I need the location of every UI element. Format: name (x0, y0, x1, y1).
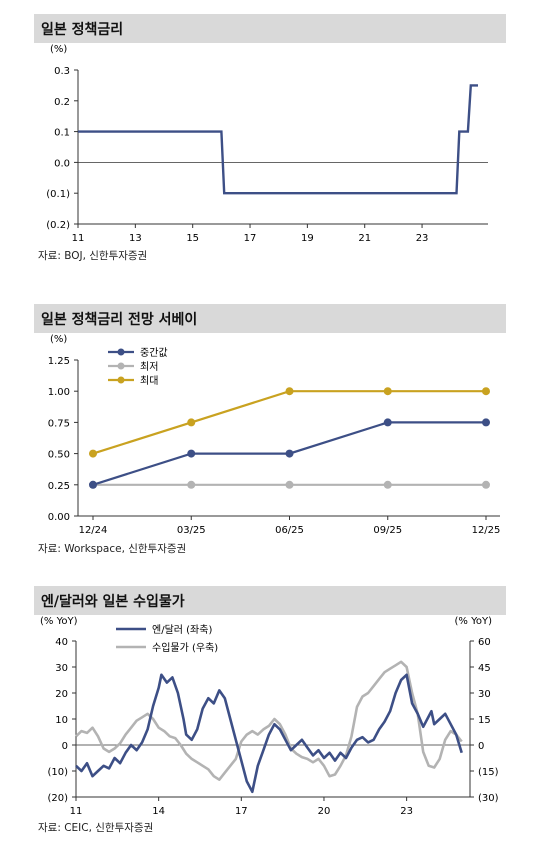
series-line (75, 673, 463, 794)
y-tick-label: 0.1 (54, 128, 70, 139)
legend-swatch-marker (117, 348, 125, 356)
series-point (89, 480, 97, 489)
x-tick-label: 17 (235, 806, 248, 817)
x-tick-label: 06/25 (275, 525, 304, 536)
series-point (187, 449, 196, 458)
x-tick-label: 19 (301, 233, 314, 244)
x-tick-label: 12/25 (472, 525, 501, 536)
legend-swatch-marker (117, 376, 125, 384)
chart-source: 자료: CEIC, 신한투자증권 (38, 822, 154, 834)
y-tick-label: 0.2 (54, 97, 70, 108)
y-tick-label: 1.00 (48, 387, 70, 398)
x-tick-label: 21 (358, 233, 371, 244)
chart-title: 일본 정책금리 (41, 22, 124, 38)
x-tick-label: 14 (152, 806, 165, 817)
series-point (187, 418, 196, 427)
legend-label: 최대 (140, 375, 158, 387)
chart-source: 자료: Workspace, 신한투자증권 (38, 543, 187, 555)
y-tick-label: 0.00 (48, 512, 70, 523)
chart-title-bar: 일본 정책금리 전망 서베이 (34, 304, 506, 333)
x-tick-label: 20 (318, 806, 331, 817)
y-tick-label: (0.2) (46, 220, 70, 231)
series-point (482, 387, 490, 396)
y-tick-label: 0.75 (48, 418, 70, 429)
left-y-tick-label: 30 (55, 663, 68, 674)
x-tick-label: 12/24 (79, 525, 108, 536)
legend-label: 수입물가 (우축) (152, 641, 218, 654)
right-y-tick-label: 45 (478, 663, 491, 674)
series-point (482, 418, 490, 427)
chart-panel-policy-rate: 일본 정책금리 (%) 0.3 0.2 0.1 0.0 (0.1) (0.2) 11 13 15 1… (0, 0, 542, 290)
chart-title: 엔/달러와 일본 수입물가 (41, 594, 185, 610)
x-tick-label: 13 (129, 233, 142, 244)
x-tick-label: 09/25 (373, 525, 402, 536)
unit-label: (%) (50, 44, 67, 55)
left-unit-label: (% YoY) (40, 616, 78, 627)
y-tick-label: 0.50 (48, 450, 70, 461)
y-tick-label: (0.1) (46, 189, 70, 200)
left-y-tick-label: (20) (47, 793, 68, 804)
right-y-tick-label: 30 (478, 689, 491, 700)
legend-label: 엔/달러 (좌축) (152, 624, 212, 636)
legend-label: 최저 (140, 361, 158, 373)
series-point (187, 480, 196, 489)
series-point (383, 418, 392, 427)
right-y-tick-label: (15) (478, 767, 499, 778)
right-y-tick-label: 15 (478, 715, 491, 726)
series-point (285, 387, 294, 396)
y-tick-label: 1.25 (48, 356, 70, 367)
series-point (383, 480, 392, 489)
series-point (383, 387, 392, 396)
x-tick-label: 15 (186, 233, 199, 244)
chart-panel-yen-import-price: 엔/달러와 일본 수입물가 (% YoY) (% YoY) 40 30 20 10 0 (10… (0, 572, 542, 836)
x-tick-label: 17 (244, 233, 257, 244)
x-tick-label: 23 (400, 806, 413, 817)
chart-panel-rate-survey: 일본 정책금리 전망 서베이 (%) 1.25 1.00 0.75 0.50 0.25 0.… (0, 290, 542, 570)
chart-source: 자료: BOJ, 신한투자증권 (38, 250, 148, 262)
right-y-tick-label: (30) (478, 793, 499, 804)
x-tick-label: 11 (70, 806, 83, 817)
y-tick-label: 0.3 (54, 66, 70, 77)
left-y-tick-label: (10) (47, 767, 68, 778)
x-tick-label: 03/25 (177, 525, 206, 536)
chart-title: 일본 정책금리 전망 서베이 (41, 312, 198, 328)
x-tick-label: 23 (416, 233, 429, 244)
x-tick-label: 11 (72, 233, 85, 244)
series-point (482, 480, 490, 489)
left-y-tick-label: 40 (55, 637, 68, 648)
legend-label: 중간값 (140, 347, 168, 359)
rate-survey-chart: (%) 1.25 1.00 0.75 0.50 0.25 0.00 12/24 03/25 06/… (48, 334, 501, 536)
series-point (89, 449, 97, 458)
chart-title-bar: 엔/달러와 일본 수입물가 (34, 586, 506, 615)
y-tick-label: 0.25 (48, 481, 70, 492)
series-point (285, 480, 294, 489)
right-unit-label: (% YoY) (455, 616, 493, 627)
right-y-tick-label: 0 (478, 741, 484, 752)
left-y-tick-label: 10 (55, 715, 68, 726)
left-y-tick-label: 20 (55, 689, 68, 700)
yen-import-price-chart: (% YoY) (% YoY) 40 30 20 10 0 (10) (20) 60 45 30 15 0… (40, 616, 499, 817)
legend-swatch-marker (117, 362, 125, 370)
chart-title-bar: 일본 정책금리 (34, 14, 506, 43)
unit-label: (%) (50, 334, 67, 345)
policy-rate-chart: (%) 0.3 0.2 0.1 0.0 (0.1) (0.2)11 13 15 17 19 21 23 (46, 44, 488, 244)
series-line (75, 660, 463, 781)
left-y-tick-label: 0 (62, 741, 68, 752)
series-point (285, 449, 294, 458)
policy-rate-line (78, 84, 478, 195)
right-y-tick-label: 60 (478, 637, 491, 648)
y-tick-label: 0.0 (54, 158, 70, 169)
